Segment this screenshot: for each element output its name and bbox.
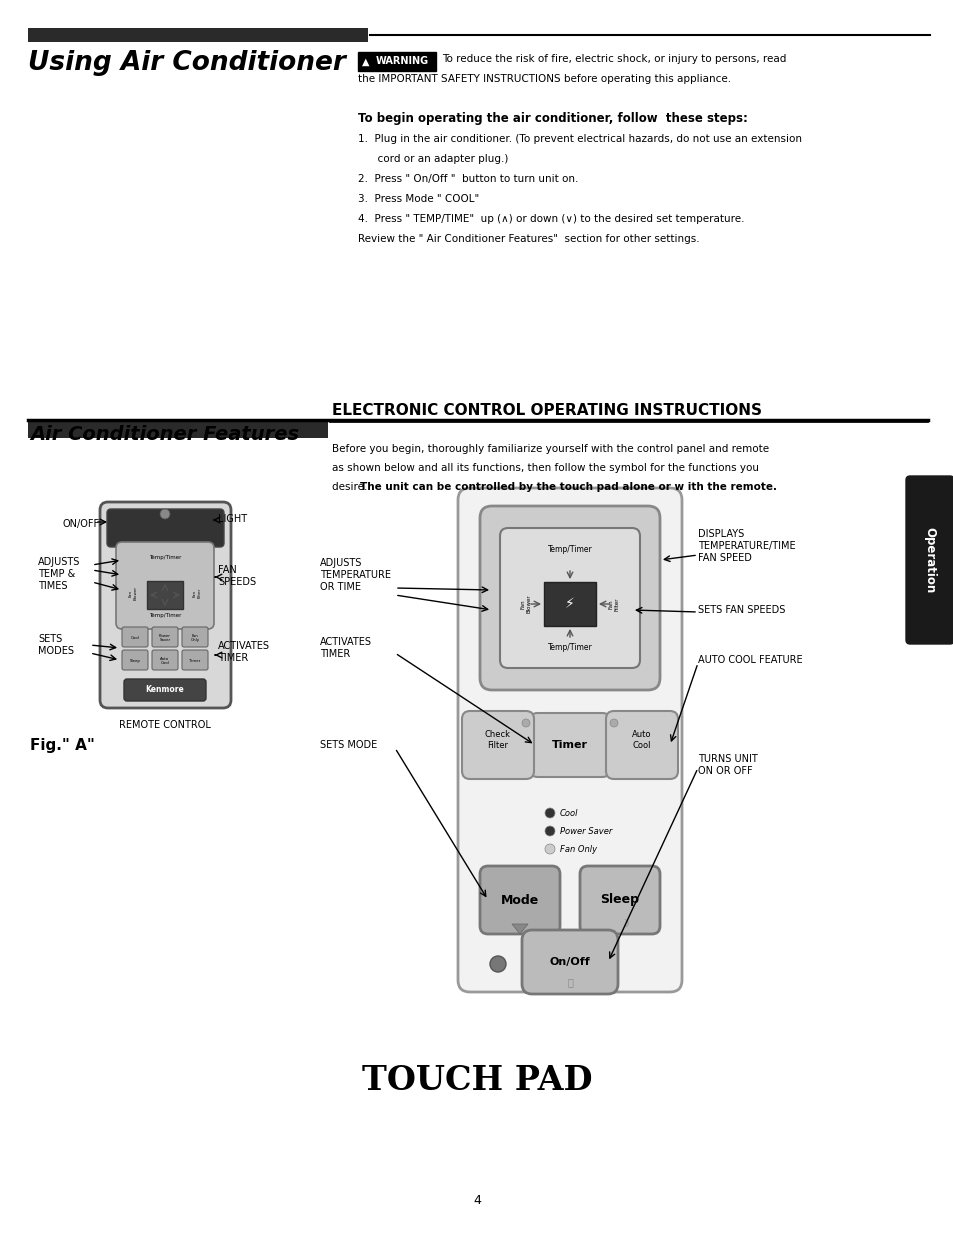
- Text: Temp/Timer: Temp/Timer: [547, 643, 592, 652]
- Text: 4: 4: [473, 1193, 480, 1207]
- FancyBboxPatch shape: [152, 627, 178, 647]
- Text: Fig." A": Fig." A": [30, 739, 94, 753]
- Text: To begin operating the air conditioner, follow  these steps:: To begin operating the air conditioner, …: [357, 112, 747, 125]
- Text: Temp/Timer: Temp/Timer: [149, 613, 181, 618]
- Circle shape: [609, 719, 618, 727]
- Text: Before you begin, thoroughly familiarize yourself with the control panel and rem: Before you begin, thoroughly familiarize…: [332, 445, 768, 454]
- FancyBboxPatch shape: [107, 509, 224, 547]
- Circle shape: [564, 715, 575, 725]
- Text: Temp/Timer: Temp/Timer: [547, 546, 592, 555]
- Text: Using Air Conditioner: Using Air Conditioner: [28, 49, 346, 77]
- Text: On/Off: On/Off: [549, 957, 590, 967]
- Circle shape: [616, 868, 623, 876]
- Text: TOUCH PAD: TOUCH PAD: [361, 1063, 592, 1097]
- Circle shape: [544, 826, 555, 836]
- FancyBboxPatch shape: [152, 650, 178, 671]
- FancyBboxPatch shape: [457, 488, 681, 992]
- FancyBboxPatch shape: [461, 711, 534, 779]
- Text: Operation: Operation: [923, 527, 936, 593]
- Text: Fan Only: Fan Only: [559, 845, 597, 853]
- Text: TURNS UNIT
ON OR OFF: TURNS UNIT ON OR OFF: [698, 755, 757, 776]
- Text: 3.  Press Mode " COOL": 3. Press Mode " COOL": [357, 194, 478, 204]
- FancyBboxPatch shape: [100, 501, 231, 708]
- Text: ELECTRONIC CONTROL OPERATING INSTRUCTIONS: ELECTRONIC CONTROL OPERATING INSTRUCTION…: [332, 403, 761, 417]
- Text: FAN
SPEEDS: FAN SPEEDS: [218, 566, 255, 587]
- Text: Timer: Timer: [190, 659, 200, 663]
- Bar: [357, 52, 436, 70]
- Text: LIGHT: LIGHT: [218, 514, 247, 524]
- FancyBboxPatch shape: [479, 866, 559, 934]
- Bar: [28, 422, 328, 438]
- Text: ACTIVATES
TIMER: ACTIVATES TIMER: [319, 637, 372, 658]
- Text: Review the " Air Conditioner Features"  section for other settings.: Review the " Air Conditioner Features" s…: [357, 233, 699, 245]
- Text: Fan
Filter: Fan Filter: [193, 588, 201, 598]
- FancyBboxPatch shape: [499, 529, 639, 668]
- Text: 1.  Plug in the air conditioner. (To prevent electrical hazards, do not use an e: 1. Plug in the air conditioner. (To prev…: [357, 135, 801, 144]
- Bar: [147, 580, 183, 609]
- Text: ACTIVATES
TIMER: ACTIVATES TIMER: [218, 641, 270, 663]
- Text: 4.  Press " TEMP/TIME"  up (∧) or down (∨) to the desired set temperature.: 4. Press " TEMP/TIME" up (∧) or down (∨)…: [357, 214, 743, 224]
- FancyBboxPatch shape: [182, 650, 208, 671]
- Text: ON/OFF: ON/OFF: [62, 519, 99, 529]
- Text: ⚡: ⚡: [564, 597, 575, 611]
- Text: ADJUSTS
TEMPERATURE
OR TIME: ADJUSTS TEMPERATURE OR TIME: [319, 558, 391, 592]
- Text: cord or an adapter plug.): cord or an adapter plug.): [357, 154, 508, 164]
- FancyBboxPatch shape: [527, 713, 612, 777]
- FancyBboxPatch shape: [579, 866, 659, 934]
- Text: Fan
Filter: Fan Filter: [608, 598, 618, 611]
- Text: Power Saver: Power Saver: [559, 826, 612, 836]
- Text: 2.  Press " On/Off "  button to turn unit on.: 2. Press " On/Off " button to turn unit …: [357, 174, 578, 184]
- Text: Sleep: Sleep: [130, 659, 140, 663]
- FancyBboxPatch shape: [182, 627, 208, 647]
- Text: AUTO COOL FEATURE: AUTO COOL FEATURE: [698, 655, 801, 664]
- FancyBboxPatch shape: [905, 475, 953, 643]
- Text: ⏻: ⏻: [566, 977, 573, 987]
- Text: Cool: Cool: [559, 809, 578, 818]
- Text: Timer: Timer: [552, 740, 587, 750]
- Text: Auto
Cool: Auto Cool: [632, 730, 651, 750]
- FancyBboxPatch shape: [521, 930, 618, 994]
- Text: the IMPORTANT SAFETY INSTRUCTIONS before operating this appliance.: the IMPORTANT SAFETY INSTRUCTIONS before…: [357, 74, 730, 84]
- Circle shape: [544, 808, 555, 818]
- Circle shape: [160, 509, 170, 519]
- Text: WARNING: WARNING: [375, 57, 429, 67]
- FancyBboxPatch shape: [116, 542, 213, 629]
- Text: The unit can be controlled by the touch pad alone or w ith the remote.: The unit can be controlled by the touch …: [359, 482, 776, 492]
- Text: Temp/Timer: Temp/Timer: [149, 556, 181, 561]
- Text: Kenmore: Kenmore: [146, 685, 184, 694]
- Text: Fan
Blower: Fan Blower: [520, 595, 531, 614]
- Text: ▲: ▲: [361, 57, 369, 67]
- FancyBboxPatch shape: [605, 711, 678, 779]
- Circle shape: [521, 719, 530, 727]
- Text: DISPLAYS
TEMPERATURE/TIME
FAN SPEED: DISPLAYS TEMPERATURE/TIME FAN SPEED: [698, 530, 795, 563]
- Polygon shape: [512, 924, 527, 934]
- Text: Mode: Mode: [500, 893, 538, 906]
- Text: Fan
Only: Fan Only: [191, 634, 199, 642]
- Text: Fan
Blower: Fan Blower: [129, 585, 137, 600]
- FancyBboxPatch shape: [124, 679, 206, 701]
- Text: Check
Filter: Check Filter: [484, 730, 511, 750]
- Text: SETS FAN SPEEDS: SETS FAN SPEEDS: [698, 605, 784, 615]
- Text: Auto
Cool: Auto Cool: [160, 657, 170, 666]
- Text: Power
Saver: Power Saver: [159, 634, 171, 642]
- Text: Sleep: Sleep: [599, 893, 639, 906]
- Circle shape: [544, 844, 555, 853]
- Bar: [28, 28, 368, 42]
- FancyBboxPatch shape: [479, 506, 659, 690]
- FancyBboxPatch shape: [122, 627, 148, 647]
- Text: REMOTE CONTROL: REMOTE CONTROL: [119, 720, 211, 730]
- Text: ☽: ☽: [620, 919, 629, 929]
- Text: Air Conditioner Features: Air Conditioner Features: [30, 425, 299, 445]
- Text: Cool: Cool: [131, 636, 139, 640]
- Text: To reduce the risk of fire, electric shock, or injury to persons, read: To reduce the risk of fire, electric sho…: [441, 54, 785, 64]
- Circle shape: [516, 868, 523, 876]
- FancyBboxPatch shape: [122, 650, 148, 671]
- Circle shape: [490, 956, 505, 972]
- Text: as shown below and all its functions, then follow the symbol for the functions y: as shown below and all its functions, th…: [332, 463, 759, 473]
- Text: SETS MODE: SETS MODE: [319, 740, 376, 750]
- Bar: [543, 582, 596, 626]
- Text: ADJUSTS
TEMP &
TIMES: ADJUSTS TEMP & TIMES: [38, 557, 80, 590]
- Text: SETS
MODES: SETS MODES: [38, 635, 74, 656]
- Text: desire.: desire.: [332, 482, 370, 492]
